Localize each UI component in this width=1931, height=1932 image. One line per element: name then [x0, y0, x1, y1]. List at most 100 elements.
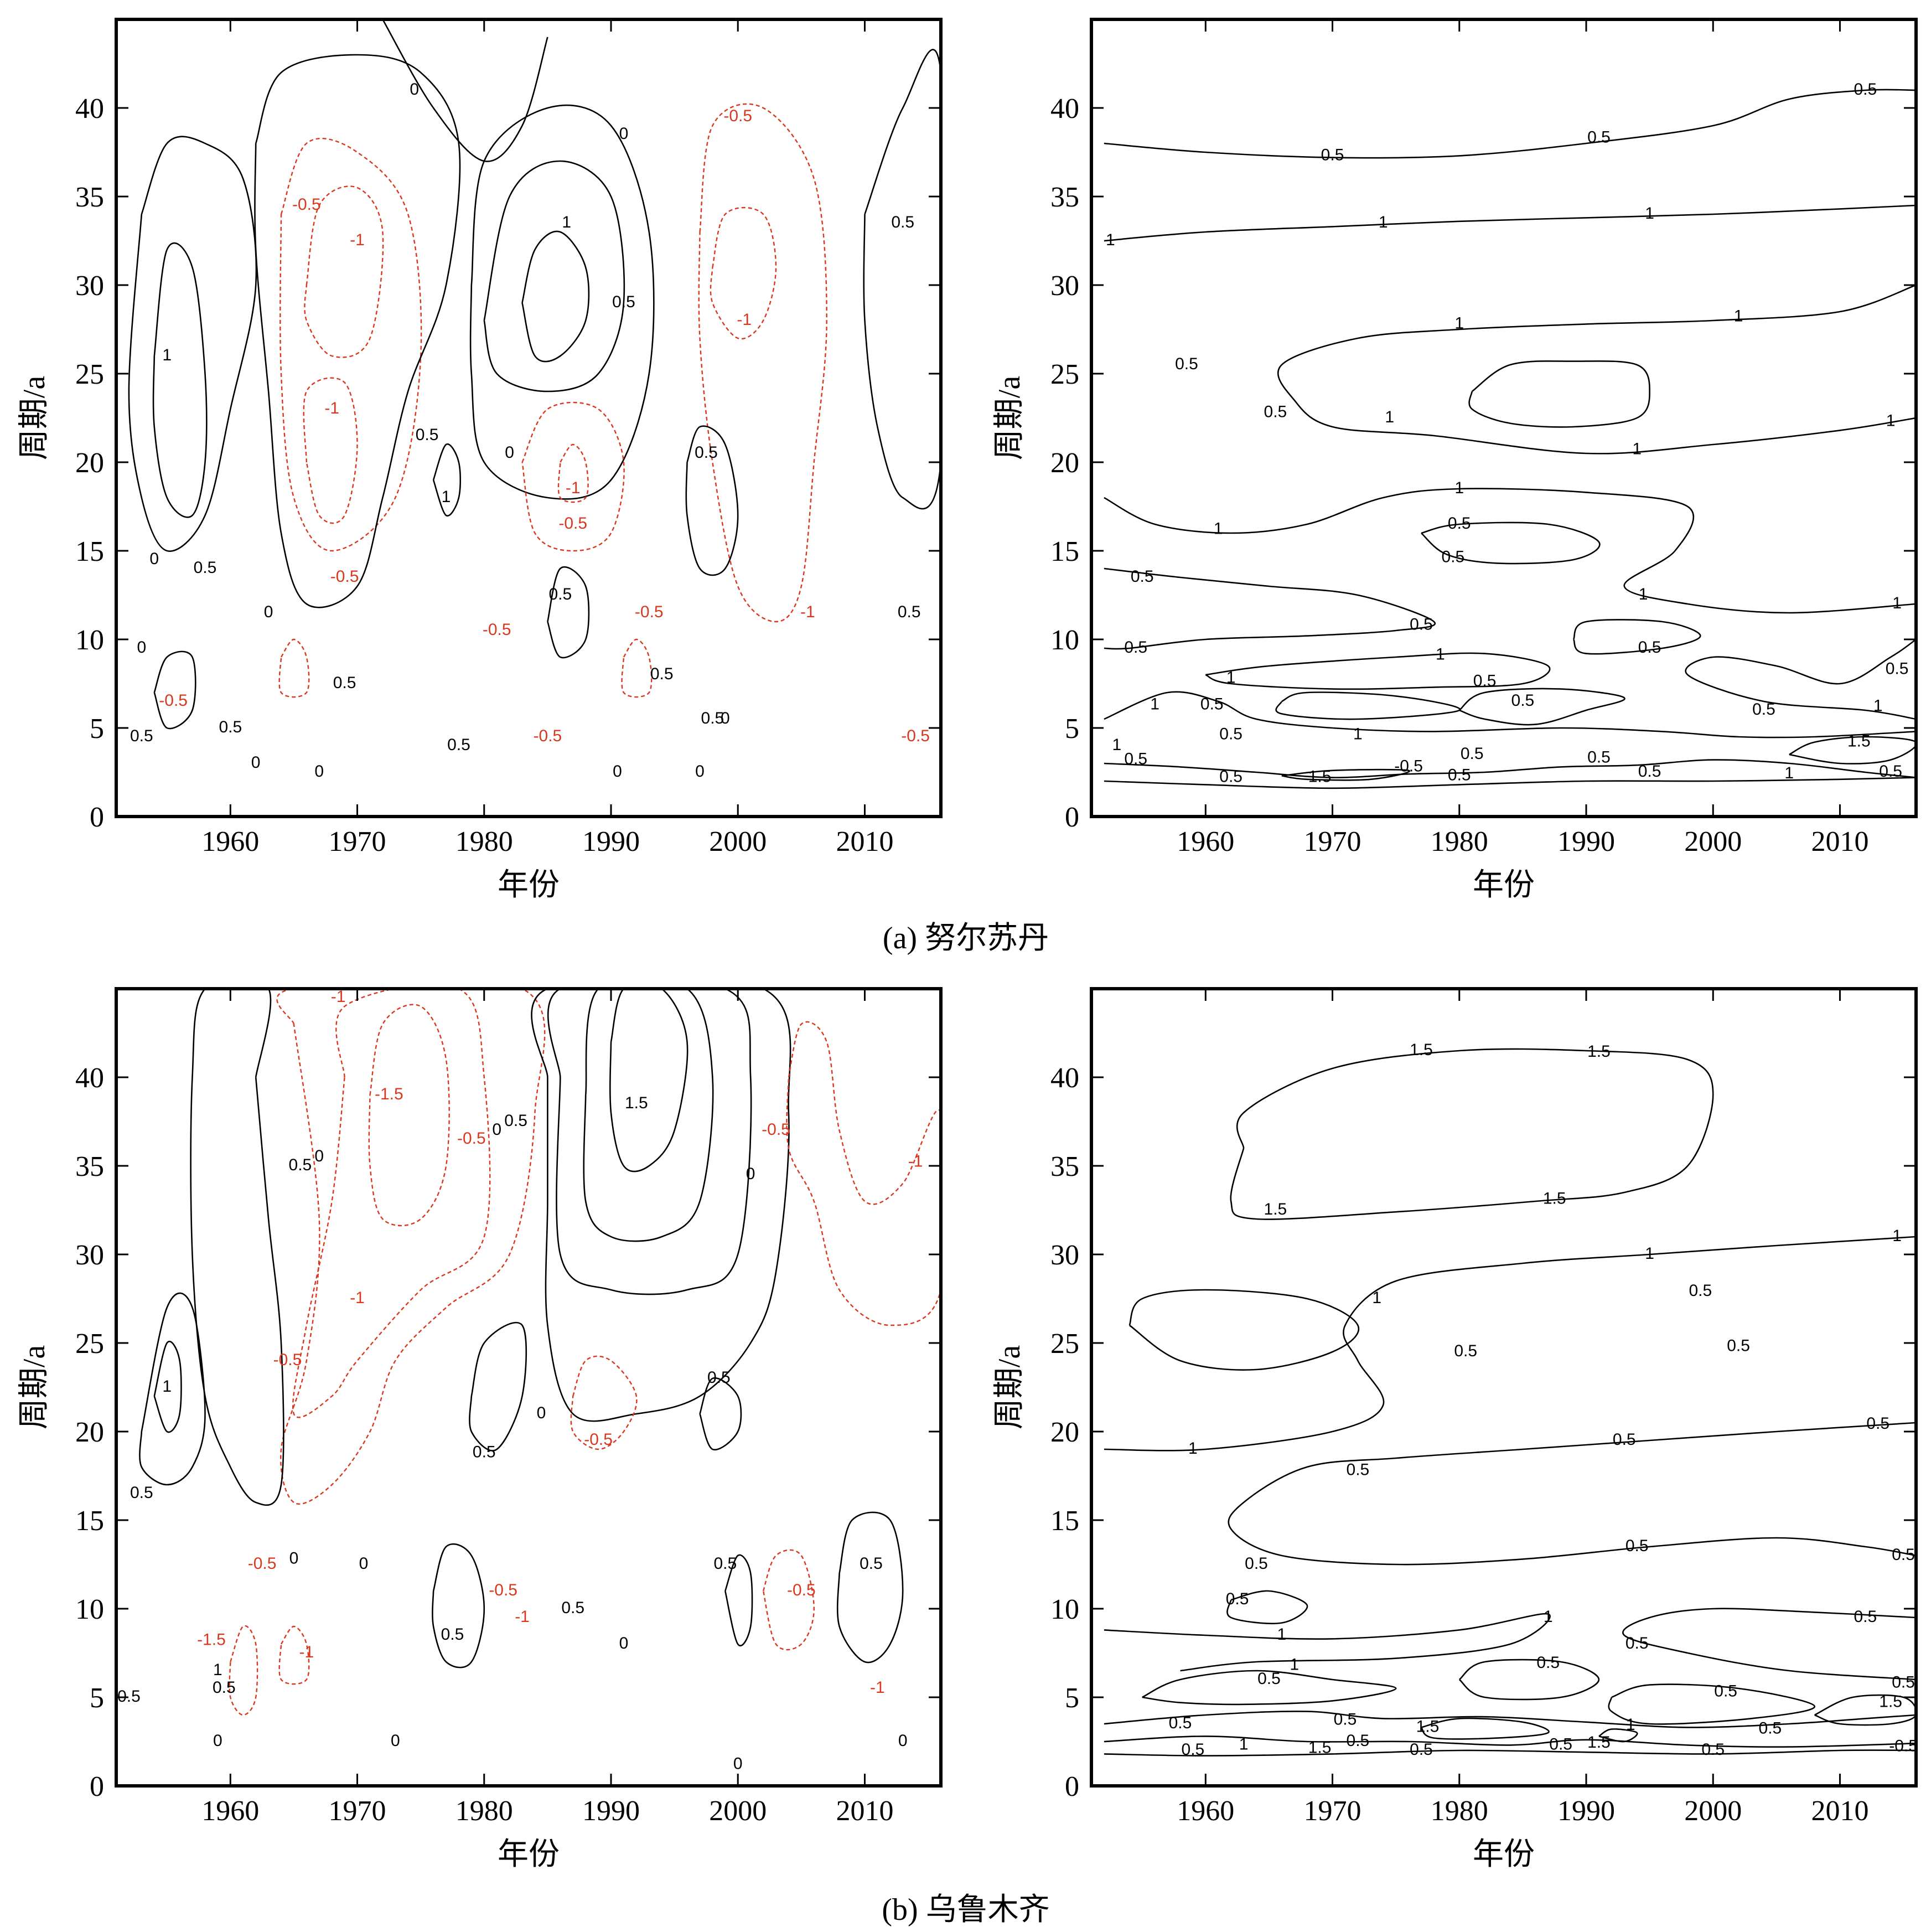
x-tick-label: 2010: [836, 1795, 893, 1827]
contour-label: 1.5: [1308, 1739, 1332, 1757]
contour-label: 0.5: [1410, 615, 1433, 633]
contour-label: 1.5: [1410, 1041, 1433, 1059]
contour-line: [432, 443, 462, 517]
x-tick-label: 1960: [201, 1795, 259, 1827]
contour-label: 0.5: [1587, 748, 1611, 766]
y-tick-label: 30: [1050, 270, 1079, 302]
contour-line: [1226, 1590, 1308, 1624]
contour-label: 0: [149, 550, 159, 568]
contour-label: 1: [1784, 764, 1794, 782]
contour-label: -1: [908, 1153, 923, 1171]
contour-label: 1: [1626, 1716, 1635, 1734]
contour-label: 1: [162, 1377, 172, 1396]
contour-line: [1205, 652, 1551, 690]
x-tick-label: 1990: [582, 1795, 640, 1827]
contour-line: [724, 1554, 753, 1646]
contour-label: 1: [442, 488, 451, 506]
contour-label: 0.5: [194, 559, 217, 577]
contour-label: 1: [1639, 585, 1648, 603]
contour-label: 0.5: [1124, 638, 1147, 657]
contour-label: 0.5: [1638, 638, 1661, 657]
contour-line: [836, 1511, 904, 1664]
contour-label: -1: [800, 603, 815, 621]
contour-label: 0.5: [447, 736, 470, 754]
y-tick-label: 25: [1050, 359, 1079, 390]
y-tick-label: 35: [75, 182, 104, 213]
contour-label: -0.5: [1889, 1737, 1918, 1755]
contour-label: 0.5: [1219, 768, 1243, 786]
contour-label: 0.5: [1131, 567, 1154, 586]
x-axis-title: 年份: [1473, 868, 1535, 902]
contour-line: [229, 1625, 258, 1716]
contour-line: [303, 377, 358, 524]
contour-label: 0.5: [1347, 1732, 1370, 1750]
contour-line: [1230, 1048, 1714, 1220]
contour-label: 1: [562, 213, 571, 231]
x-tick-label: 1990: [1557, 826, 1615, 857]
contour-label: 1: [1544, 1608, 1553, 1626]
contour-label: 0.5: [1625, 1537, 1649, 1555]
contour-label: 1: [1873, 697, 1883, 715]
contour-line: [153, 1341, 182, 1433]
contour-line: [583, 989, 714, 1242]
contour-label: 0.5: [1886, 659, 1909, 678]
contour-line: [786, 1021, 941, 1326]
y-tick-label: 40: [1050, 1062, 1079, 1094]
contour-line: [609, 989, 688, 1172]
y-tick-label: 20: [1050, 1417, 1079, 1448]
contour-line: [432, 1543, 485, 1668]
contour-label: -0.5: [901, 727, 930, 745]
x-axis-title: 年份: [498, 868, 560, 902]
contour-label: 1: [1150, 695, 1159, 713]
contour-label: 0.5: [1689, 1282, 1712, 1300]
y-tick-label: 30: [75, 1239, 104, 1271]
y-tick-label: 20: [1050, 447, 1079, 479]
contour-label: 0.5: [1727, 1336, 1750, 1355]
contour-line: [279, 137, 422, 552]
contour-label: -0.5: [330, 567, 359, 586]
contour-line: [128, 136, 257, 552]
contour-label: -0.5: [457, 1129, 486, 1148]
contour-label: -0.5: [489, 1581, 517, 1599]
x-tick-label: 1990: [1557, 1795, 1615, 1827]
contour-label: 0.5: [117, 1687, 141, 1706]
contour-label: 0.5: [1175, 355, 1198, 373]
plot-frame: [1090, 987, 1918, 1788]
y-tick-label: 10: [1050, 624, 1079, 656]
contour-line: [1572, 619, 1701, 655]
contour-label: 0: [721, 709, 730, 727]
contour-label: 0.5: [1714, 1682, 1737, 1700]
contour-line: [1622, 1608, 1916, 1681]
contour-line: [1228, 1422, 1916, 1566]
contour-label: -1: [299, 1643, 314, 1661]
contour-label: -1: [737, 311, 752, 329]
contour-label: 0: [746, 1165, 755, 1183]
contour-label: 0.5: [130, 1484, 153, 1502]
y-tick-label: 5: [90, 713, 104, 745]
contour-label: 0: [695, 762, 705, 781]
contour-label: 1.5: [1587, 1042, 1611, 1061]
contour-label: 1: [1892, 594, 1902, 612]
y-tick-label: 5: [1065, 713, 1079, 745]
contour-line: [1104, 488, 1916, 614]
x-tick-label: 2000: [709, 1795, 767, 1827]
contour-label: 0: [251, 753, 261, 772]
y-tick-label: 30: [75, 270, 104, 302]
contour-label: 0.5: [898, 603, 921, 621]
contour-label: 0.5: [1448, 514, 1471, 533]
contour-label: 0.5: [1866, 1414, 1889, 1433]
contour-label: 1: [1645, 1244, 1654, 1263]
contour-label: 0: [314, 762, 324, 781]
contour-label: 0.5: [1347, 1460, 1370, 1479]
y-tick-label: 15: [1050, 536, 1079, 567]
caption-b: (b) 乌鲁木齐: [882, 1893, 1049, 1927]
contour-line: [292, 989, 491, 1418]
contour-label: 1: [1454, 314, 1464, 332]
contour-label: 1: [1188, 1439, 1198, 1458]
contour-label: 0: [733, 1755, 743, 1773]
contour-label: -1: [870, 1678, 885, 1697]
contour-line: [139, 1292, 206, 1486]
contour-label: -0.5: [1394, 757, 1423, 775]
contour-label: 1: [1239, 1735, 1249, 1753]
